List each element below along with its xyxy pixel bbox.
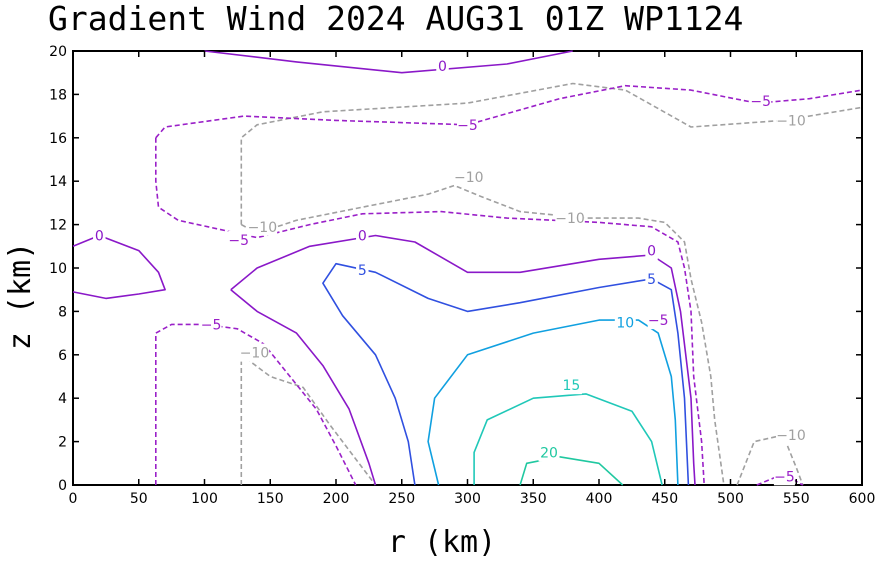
contour-line — [155, 137, 705, 486]
contour-label: 0 — [647, 244, 656, 260]
contour-label-bg — [776, 111, 806, 130]
x-tick-label: 500 — [717, 491, 744, 507]
x-tick-label: 550 — [783, 491, 810, 507]
contour-layer — [72, 50, 863, 486]
x-tick-label: 400 — [586, 491, 613, 507]
contour-label-bg — [776, 426, 806, 445]
contour-label: 0 — [95, 228, 104, 244]
contour-line — [240, 184, 725, 486]
contour-line — [155, 323, 357, 486]
contour-line — [240, 353, 377, 486]
contour-label: −10 — [776, 113, 806, 129]
y-tick-label: 18 — [49, 87, 67, 103]
x-tick-label: 0 — [69, 491, 78, 507]
contour-label-bg — [457, 115, 478, 134]
contour-label-bg — [247, 217, 278, 236]
contour-label-bg — [436, 57, 449, 76]
contour-line — [427, 319, 679, 486]
x-tick-label: 250 — [388, 491, 415, 507]
x-tick-label: 300 — [454, 491, 481, 507]
contour-line — [519, 455, 624, 486]
contour-label: 5 — [647, 272, 656, 288]
contour-line — [72, 234, 166, 300]
y-axis-label: z (km) — [3, 242, 38, 350]
contour-label-bg — [614, 313, 636, 332]
y-axis-ticks: 0 2 4 6 8 10 12 14 16 18 20 — [49, 44, 862, 494]
y-tick-label: 0 — [58, 478, 67, 494]
contour-label: −5 — [648, 313, 669, 329]
contour-label-bg — [356, 226, 369, 245]
contour-label-bg — [200, 315, 222, 334]
contour-label: −5 — [750, 94, 771, 110]
contour-label-bg — [356, 261, 369, 280]
contour-label: −5 — [457, 118, 478, 134]
y-tick-label: 16 — [49, 131, 67, 147]
contour-label-bg — [93, 226, 106, 245]
contour-line — [230, 234, 696, 486]
x-axis-ticks: 0 50 100 150 200 250 300 350 400 450 500 550 600 — [69, 51, 876, 507]
y-tick-label: 4 — [58, 391, 67, 407]
x-tick-label: 100 — [191, 491, 218, 507]
x-tick-label: 600 — [849, 491, 876, 507]
contour-label: −10 — [776, 428, 806, 444]
x-tick-label: 350 — [520, 491, 547, 507]
contour-line — [473, 393, 663, 486]
x-axis-label: r (km) — [388, 525, 496, 560]
x-tick-label: 50 — [130, 491, 148, 507]
contour-label: −5 — [228, 233, 249, 249]
contour-label: 10 — [616, 315, 634, 331]
x-tick-label: 200 — [323, 491, 350, 507]
contour-line — [240, 82, 863, 225]
contour-line — [204, 50, 573, 74]
contour-line — [230, 289, 377, 486]
contour-label: −10 — [248, 220, 278, 236]
contour-label-bg — [560, 376, 582, 395]
contour-label: 15 — [562, 378, 580, 394]
contour-label-bg — [773, 467, 795, 486]
contour-label-bg — [228, 230, 250, 249]
contour-label-bg — [555, 209, 585, 228]
y-tick-label: 6 — [58, 348, 67, 364]
contour-label: −5 — [201, 317, 222, 333]
x-tick-label: 150 — [257, 491, 284, 507]
contour-label-bg — [454, 167, 484, 186]
x-tick-label: 450 — [651, 491, 678, 507]
y-tick-label: 12 — [49, 218, 67, 234]
contour-label-bg — [538, 443, 560, 462]
y-tick-label: 2 — [58, 435, 67, 451]
contour-label-bg — [239, 343, 270, 362]
contour-label-bg — [647, 311, 669, 330]
contour-label-bg — [750, 91, 772, 110]
contour-label: −10 — [240, 346, 270, 362]
contour-line — [322, 262, 690, 486]
y-tick-label: 14 — [49, 174, 67, 190]
contour-line — [155, 84, 863, 139]
contour-label-bg — [645, 269, 658, 288]
chart-title: Gradient Wind 2024 AUG31 01Z WP1124 — [48, 0, 743, 38]
contour-label: 0 — [358, 228, 367, 244]
contour-label: 20 — [540, 445, 558, 461]
contour-label: −10 — [555, 211, 585, 227]
contour-label-bg — [645, 241, 658, 260]
contour-label: 5 — [358, 263, 367, 279]
y-tick-label: 10 — [49, 261, 67, 277]
contour-label: 0 — [438, 59, 447, 75]
y-tick-label: 20 — [49, 44, 67, 60]
y-tick-label: 8 — [58, 304, 67, 320]
contour-label: −5 — [774, 469, 795, 485]
contour-label: −10 — [454, 170, 484, 186]
